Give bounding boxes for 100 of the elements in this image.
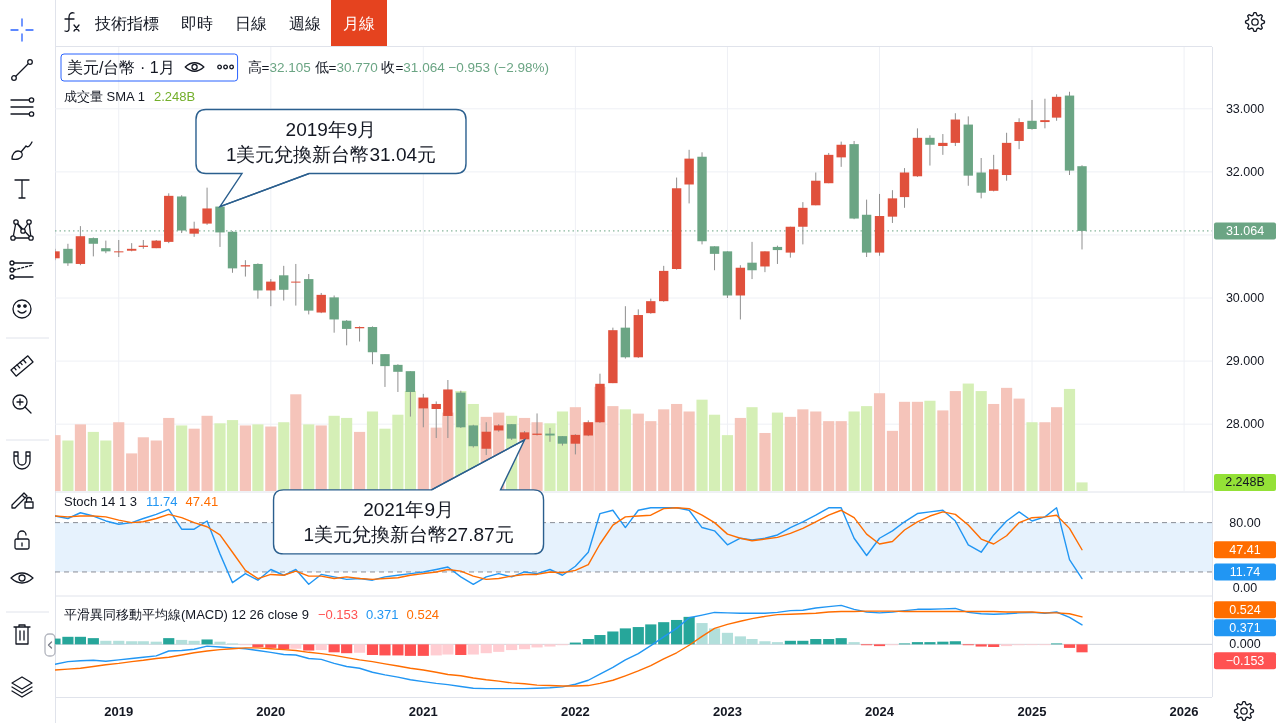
bar	[252, 424, 264, 491]
chart-title: 平滑異同移動平均線(MACD) 12 26 close 9	[64, 606, 309, 622]
candlestick	[570, 433, 581, 455]
bar	[303, 644, 315, 651]
candlestick	[1040, 98, 1050, 129]
bar	[619, 628, 631, 645]
x-tick-label: 2026	[1169, 703, 1199, 719]
y-tick-label: 28.000	[1225, 417, 1265, 432]
bar	[949, 641, 961, 645]
bar	[176, 425, 188, 491]
bar	[873, 393, 886, 491]
bar	[74, 424, 86, 491]
bar	[962, 383, 974, 491]
candlestick	[772, 245, 783, 265]
text: 11.74	[1229, 564, 1261, 579]
chart-title: Stoch 14 1 3	[64, 493, 137, 509]
candlestick	[1014, 117, 1024, 150]
bar	[404, 644, 416, 656]
bar	[315, 425, 327, 491]
candlestick	[950, 112, 961, 147]
y-tick-label: 33.000	[1225, 101, 1265, 116]
bar	[721, 435, 734, 491]
bar	[265, 644, 277, 648]
bar	[721, 632, 734, 645]
bar	[353, 644, 366, 653]
bar	[303, 424, 315, 491]
bar	[1001, 387, 1013, 491]
chart-title: 成交量 SMA 1	[64, 88, 145, 104]
bar	[911, 401, 924, 491]
annotation: 47.41	[185, 493, 219, 509]
candlestick	[836, 141, 846, 168]
x-tick-label: 2021	[408, 703, 438, 719]
text: 美元/台幣 · 1月	[67, 58, 175, 76]
y-tick-label: 80.00	[1229, 515, 1261, 530]
annotation: 0.524	[406, 606, 440, 622]
candlestick	[341, 319, 352, 346]
bar	[163, 638, 175, 645]
bar	[176, 639, 188, 645]
candlestick	[976, 157, 986, 199]
bar	[506, 644, 518, 651]
candlestick	[760, 250, 770, 273]
bar	[252, 644, 264, 647]
bar	[315, 644, 327, 651]
candlestick	[938, 133, 948, 156]
text: 高=32.105 低=30.770 收=31.064 −0.953 (−2.98%)	[247, 59, 550, 75]
text: −0.153	[1225, 653, 1265, 668]
x-tick-label: 2022	[560, 703, 590, 719]
bar	[201, 639, 213, 645]
text: 0.371	[1229, 620, 1261, 635]
bar	[683, 616, 695, 645]
bar	[975, 391, 987, 491]
bar	[290, 394, 302, 491]
bar	[746, 407, 758, 491]
text: 週線	[289, 14, 321, 32]
bar	[937, 410, 949, 491]
text: 即時	[181, 14, 213, 32]
candlestick	[798, 201, 808, 245]
text: 0.000	[1229, 637, 1261, 652]
text: 技術指標	[94, 14, 159, 32]
bar	[467, 644, 479, 655]
text: 日線	[235, 14, 267, 32]
x-tick-label: 2024	[865, 703, 895, 719]
bar	[290, 644, 302, 649]
text: 0.524	[1229, 602, 1261, 617]
candlestick	[1027, 99, 1037, 131]
candlestick	[545, 427, 555, 443]
annotation: 2021年9月 1美元兌換新台幣27.87元	[303, 498, 514, 545]
bar	[734, 417, 746, 491]
bar	[1026, 422, 1038, 491]
bar	[278, 644, 290, 650]
bar	[619, 409, 631, 491]
bar	[353, 431, 366, 491]
bar	[671, 403, 683, 491]
x-tick-label: 2023	[712, 703, 742, 719]
ref-line-label: 31.064	[1225, 223, 1265, 238]
bar	[658, 622, 670, 645]
bar	[759, 432, 771, 491]
bar	[683, 411, 695, 491]
candlestick	[887, 189, 898, 224]
candlestick	[291, 263, 301, 307]
bar	[455, 644, 467, 655]
bar	[1013, 398, 1025, 491]
x-tick-label: 2025	[1017, 703, 1047, 719]
y-tick-label: 30.000	[1225, 291, 1265, 306]
bar	[87, 638, 99, 645]
y-tick-label: 29.000	[1225, 354, 1265, 369]
y-tick-label: 0.00	[1232, 581, 1258, 596]
annotation: 0.371	[366, 606, 399, 622]
candlestick	[279, 265, 289, 302]
bar	[810, 639, 822, 645]
bar	[265, 426, 277, 491]
candlestick	[393, 363, 403, 393]
candlestick	[709, 245, 720, 271]
bar	[658, 409, 670, 491]
bar	[671, 619, 683, 645]
text: 2.248B	[1225, 475, 1265, 490]
candlestick	[63, 243, 73, 267]
text: 2.248B	[153, 88, 196, 104]
candlestick	[266, 278, 276, 307]
candlestick	[988, 154, 999, 192]
